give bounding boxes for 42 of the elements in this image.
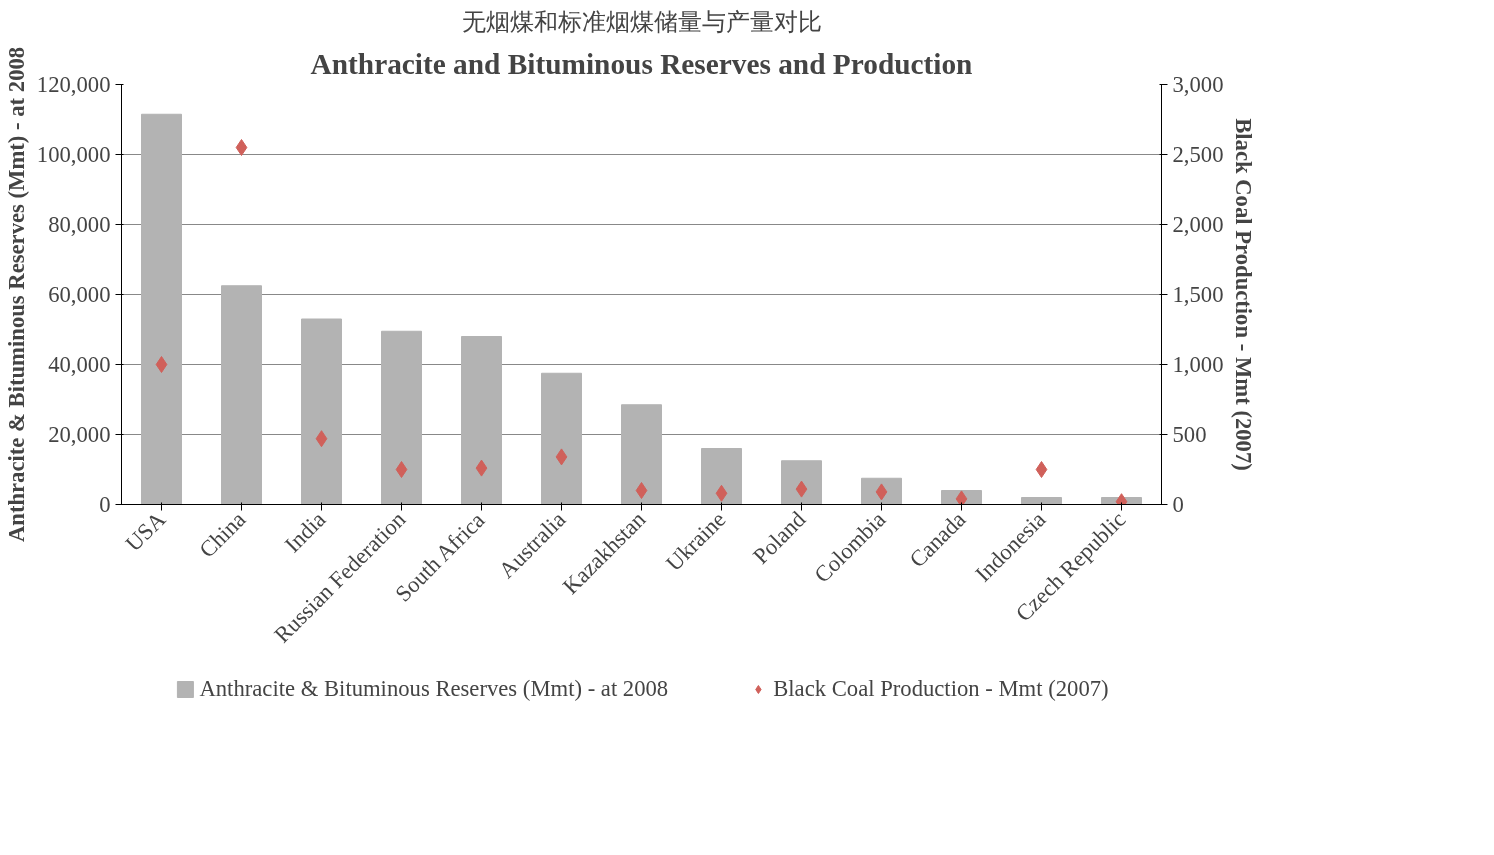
bar [701, 448, 742, 505]
point [635, 482, 648, 499]
y-axis-title: Anthracite & Bituminous Reserves (Mmt) - at 2008 [3, 46, 29, 543]
bar [301, 318, 342, 505]
y2-tick-label: 3,000 [1172, 72, 1224, 97]
y-tick-label: 60,000 [48, 282, 111, 307]
point [555, 448, 568, 466]
bar [1021, 497, 1062, 505]
y2-tick-label: 2,000 [1172, 212, 1224, 237]
bar [541, 372, 582, 505]
y-tick-label: 80,000 [48, 212, 111, 237]
point [235, 139, 248, 156]
bar [781, 460, 822, 505]
chart-title: Anthracite and Bituminous Reserves and Production [310, 47, 973, 80]
bar [621, 404, 662, 505]
y-tick-label: 20,000 [48, 422, 111, 447]
y2-tick-label: 500 [1172, 422, 1207, 447]
y-tick-label: 40,000 [48, 352, 111, 377]
y-tick-label: 100,000 [36, 142, 111, 167]
chart-subtitle: 无烟煤和标准烟煤储量与产量对比 [461, 7, 822, 36]
y2-tick-label: 0 [1172, 492, 1184, 517]
point [395, 461, 408, 478]
bar [381, 330, 422, 505]
bar [141, 113, 182, 505]
y2-tick-label: 1,000 [1172, 352, 1224, 377]
point [155, 356, 168, 373]
legend-label: Black Coal Production - Mmt (2007) [773, 676, 1109, 702]
point [475, 459, 488, 477]
point [715, 484, 728, 502]
point [315, 430, 328, 448]
y2-tick-label: 1,500 [1172, 282, 1224, 307]
point [955, 490, 968, 505]
y-tick-label: 120,000 [36, 72, 111, 97]
point [1035, 461, 1048, 478]
x-tick-label: USA [120, 506, 171, 557]
x-tick-label: India [279, 506, 331, 558]
bar [221, 285, 262, 505]
legend-label: Anthracite & Bituminous Reserves (Mmt) - at 2008 [199, 676, 669, 702]
y-tick-label: 0 [99, 492, 111, 517]
bar [461, 336, 502, 505]
y2-tick-label: 2,500 [1172, 142, 1224, 167]
y2-axis-title: Black Coal Production - Mmt (2007) [1231, 118, 1257, 471]
